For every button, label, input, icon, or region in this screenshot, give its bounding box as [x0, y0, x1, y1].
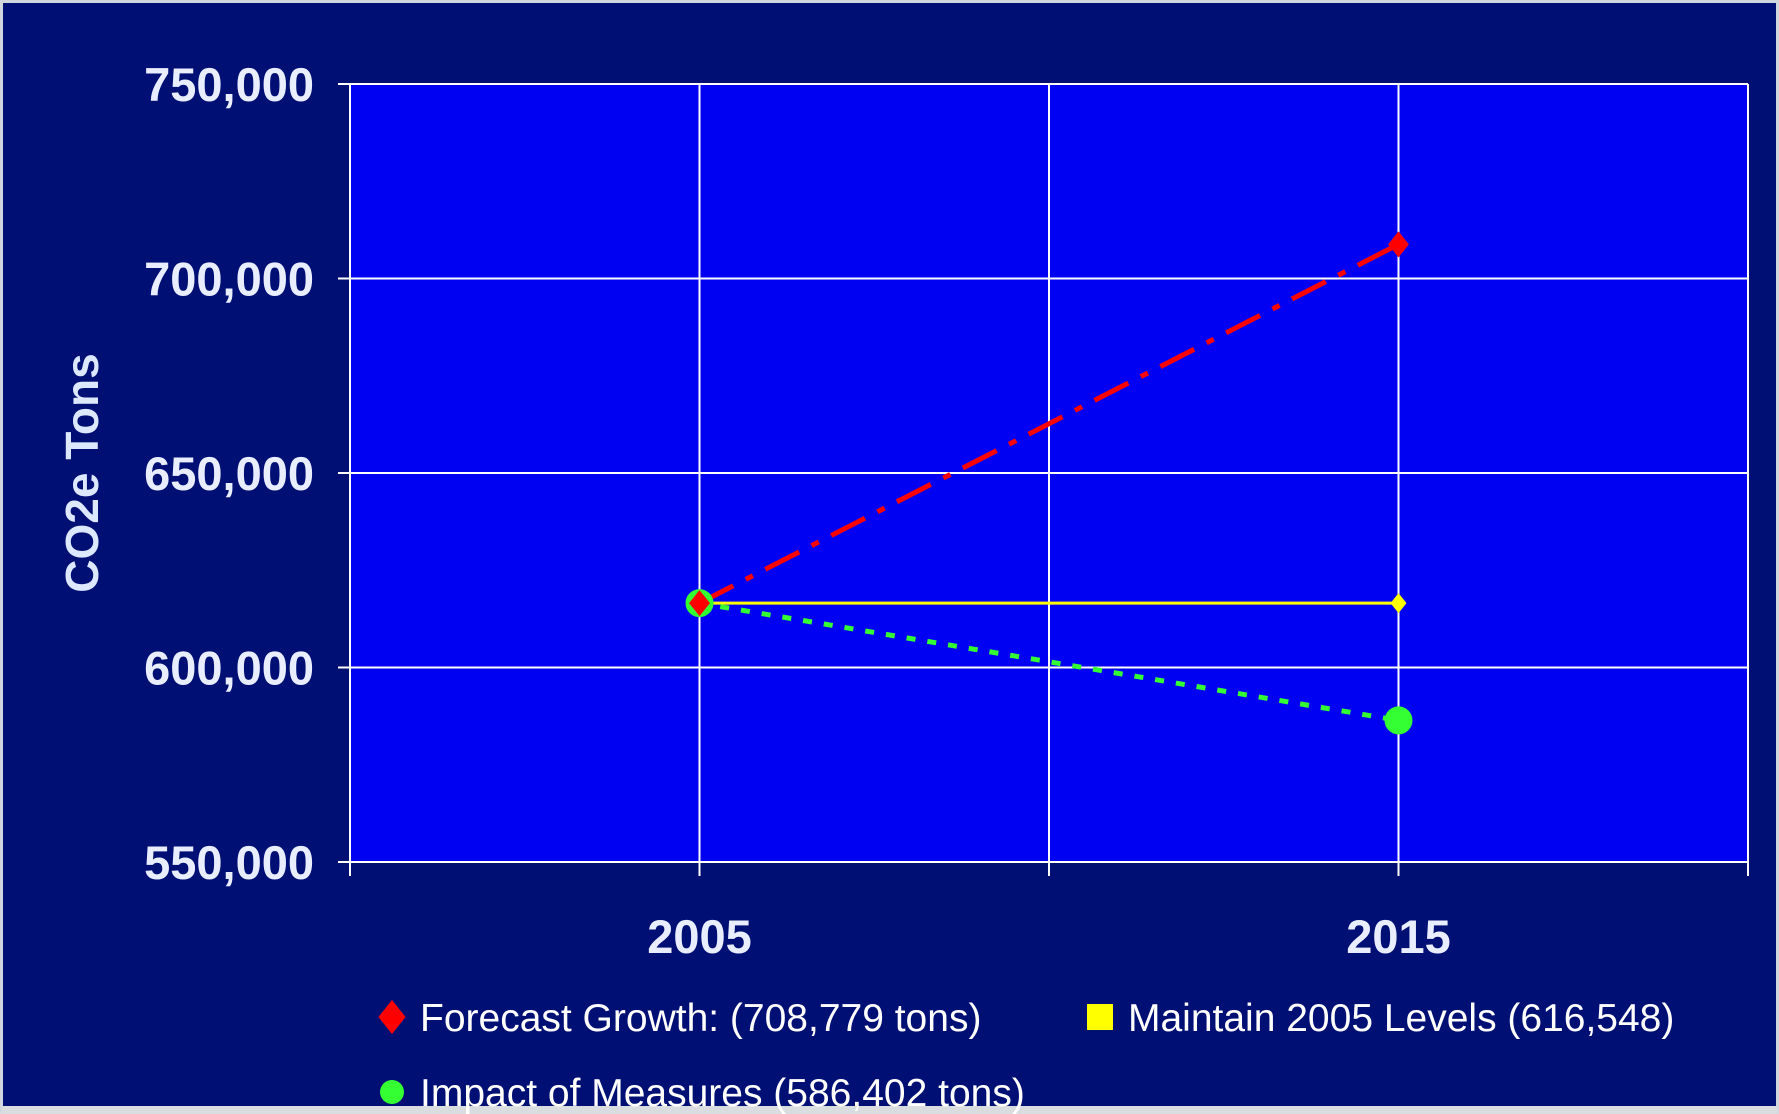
- series-line: [698, 242, 1400, 606]
- x-tick-labels: 2005 2015: [647, 910, 1451, 963]
- legend: Forecast Growth: (708,779 tons) Maintain …: [378, 997, 1674, 1114]
- data-point: [1390, 593, 1407, 614]
- data-point: [1384, 706, 1413, 735]
- legend-label: Impact of Measures (586,402 tons): [420, 1072, 1025, 1114]
- y-axis-label: CO2e Tons: [56, 353, 108, 592]
- y-tick-label: 700,000: [144, 253, 314, 306]
- legend-label: Forecast Growth: (708,779 tons): [420, 997, 981, 1040]
- legend-marker: [1087, 1004, 1113, 1030]
- x-tick-label: 2015: [1346, 910, 1451, 963]
- legend-marker: [380, 1080, 404, 1104]
- x-tick-label: 2005: [647, 910, 752, 963]
- y-tick-labels: 550,000 600,000 650,000 700,000 750,000: [144, 58, 314, 889]
- y-tick-label: 650,000: [144, 447, 314, 500]
- legend-marker: [378, 1000, 406, 1034]
- legend-label: Maintain 2005 Levels (616,548): [1128, 997, 1674, 1040]
- axes: [338, 83, 1749, 876]
- y-tick-label: 550,000: [144, 836, 314, 889]
- y-tick-label: 750,000: [144, 58, 314, 111]
- data-point: [1388, 231, 1409, 258]
- series-line: [699, 600, 1399, 723]
- y-tick-label: 600,000: [144, 642, 314, 695]
- data-point: [689, 590, 710, 617]
- series-lines: [685, 231, 1413, 735]
